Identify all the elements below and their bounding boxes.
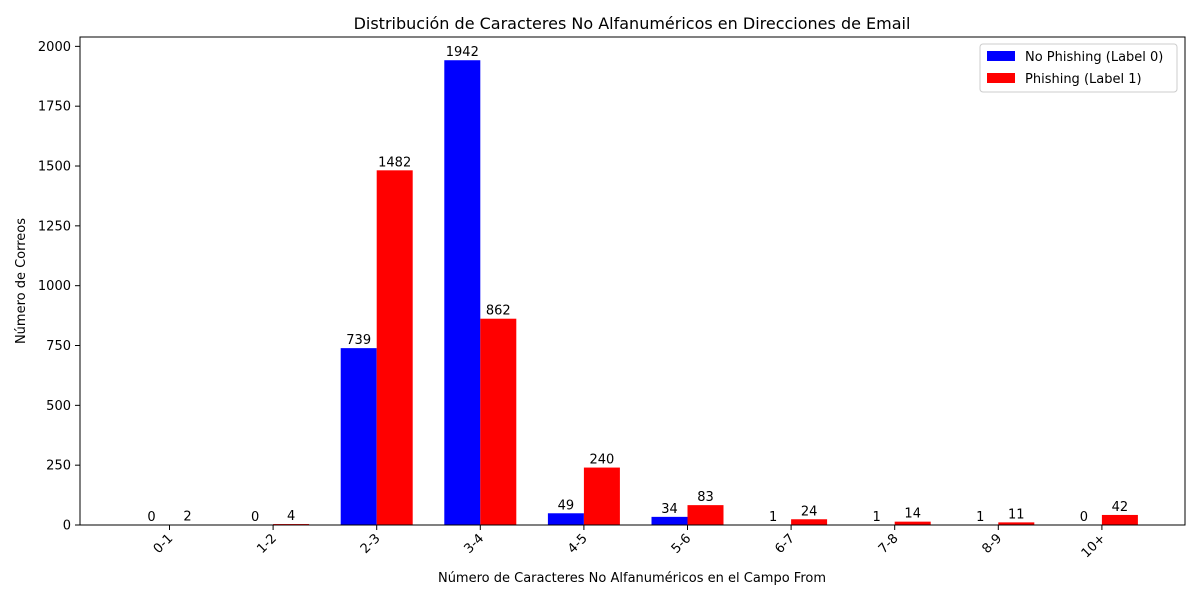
x-tick-label: 8-9 [980,531,1006,557]
plot-frame [80,37,1185,525]
x-tick-label: 4-5 [565,531,591,557]
data-label-no-phishing-1-2: 0 [251,510,259,525]
data-label-phishing-7-8: 14 [904,507,921,522]
data-label-no-phishing-3-4: 1942 [446,45,479,60]
data-label-phishing-8-9: 11 [1008,507,1025,522]
bar-no-phishing-2-3 [341,348,377,525]
data-label-no-phishing-2-3: 739 [346,333,371,348]
y-tick-label: 1500 [38,160,71,175]
y-tick-label: 500 [46,399,71,414]
x-tick-label: 3-4 [462,531,488,557]
bar-phishing-4-5 [584,468,620,525]
data-label-phishing-5-6: 83 [697,490,714,505]
legend-label-phishing: Phishing (Label 1) [1025,72,1142,87]
bar-no-phishing-3-4 [444,60,480,525]
legend: No Phishing (Label 0) Phishing (Label 1) [980,44,1177,92]
bar-phishing-10+ [1102,515,1138,525]
bar-phishing-5-6 [688,505,724,525]
x-tick-label: 6-7 [772,531,798,557]
data-label-no-phishing-7-8: 1 [873,510,881,525]
x-tick-label: 1-2 [254,531,280,557]
y-tick-label: 1000 [38,279,71,294]
x-tick-label: 2-3 [358,531,384,557]
x-tick-label: 0-1 [151,531,177,557]
x-tick-label: 7-8 [876,531,902,557]
y-axis-label: Número de Correos [14,218,29,344]
legend-label-no-phishing: No Phishing (Label 0) [1025,50,1163,65]
x-tick-label: 5-6 [669,531,695,557]
x-tick-label: 10+ [1079,531,1109,561]
data-label-no-phishing-4-5: 49 [558,498,575,513]
bar-no-phishing-4-5 [548,513,584,525]
legend-swatch-phishing [987,73,1015,83]
data-label-phishing-4-5: 240 [589,453,614,468]
bar-phishing-2-3 [377,170,413,525]
legend-swatch-no-phishing [987,51,1015,61]
bars-layer [170,60,1138,525]
data-label-phishing-2-3: 1482 [378,155,411,170]
bar-phishing-7-8 [895,522,931,525]
bar-no-phishing-5-6 [652,517,688,525]
data-label-phishing-1-2: 4 [287,509,295,524]
data-label-phishing-10+: 42 [1112,500,1129,515]
y-tick-label: 1750 [38,100,71,115]
data-label-phishing-6-7: 24 [801,504,818,519]
data-label-no-phishing-0-1: 0 [147,510,155,525]
data-label-phishing-0-1: 2 [183,510,191,525]
data-label-phishing-3-4: 862 [486,304,511,319]
bar-phishing-3-4 [480,319,516,525]
y-tick-label: 1250 [38,219,71,234]
data-label-no-phishing-5-6: 34 [661,502,678,517]
x-axis-label: Número de Caracteres No Alfanuméricos en… [438,571,826,586]
y-tick-label: 0 [63,519,71,534]
y-tick-label: 250 [46,459,71,474]
data-label-no-phishing-10+: 0 [1080,510,1088,525]
chart-title: Distribución de Caracteres No Alfanuméri… [354,14,911,33]
data-label-no-phishing-6-7: 1 [769,510,777,525]
y-tick-label: 2000 [38,40,71,55]
y-tick-label: 750 [46,339,71,354]
data-label-no-phishing-8-9: 1 [976,510,984,525]
bar-phishing-6-7 [791,519,827,525]
